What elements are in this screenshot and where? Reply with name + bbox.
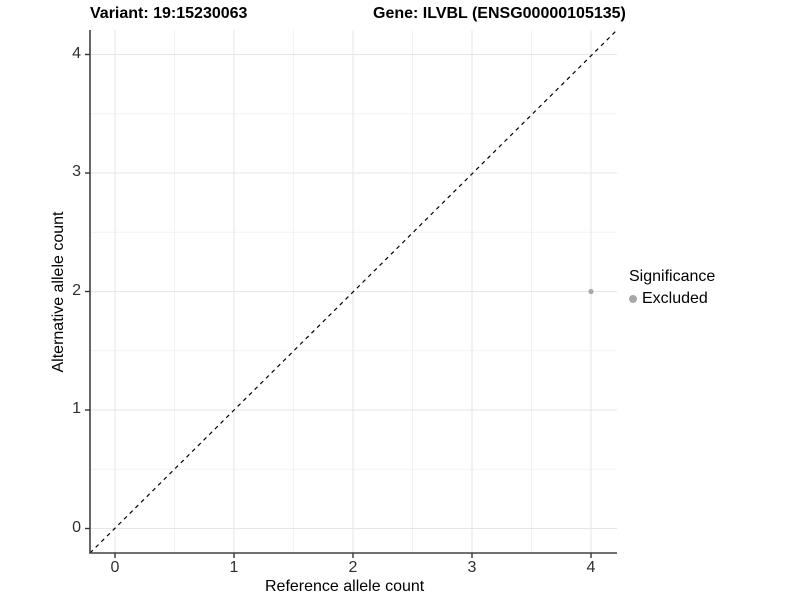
title-gene: Gene: ILVBL (ENSG00000105135) [373,5,626,22]
x-axis-title: Reference allele count [265,578,425,595]
tick-marks [85,53,592,558]
y-tick-3: 3 [72,163,81,180]
identity-dashed-line [89,29,618,554]
legend: Significance Excluded [629,268,715,308]
legend-point-marker [629,295,637,303]
x-tick-3: 3 [467,559,477,576]
x-tick-4: 4 [586,559,596,576]
y-tick-1: 1 [72,400,81,417]
data-point [588,288,594,295]
y-tick-2: 2 [72,282,81,299]
legend-item-label: Excluded [642,290,708,307]
y-tick-4: 4 [72,45,81,62]
y-tick-0: 0 [72,519,81,536]
y-axis-title: Alternative allele count [50,211,67,373]
legend-title: Significance [629,268,716,285]
x-tick-0: 0 [110,559,120,576]
x-tick-1: 1 [229,559,239,576]
x-tick-2: 2 [348,559,358,576]
legend-item-excluded: Excluded [629,290,715,308]
title-variant: Variant: 19:15230063 [90,5,248,22]
